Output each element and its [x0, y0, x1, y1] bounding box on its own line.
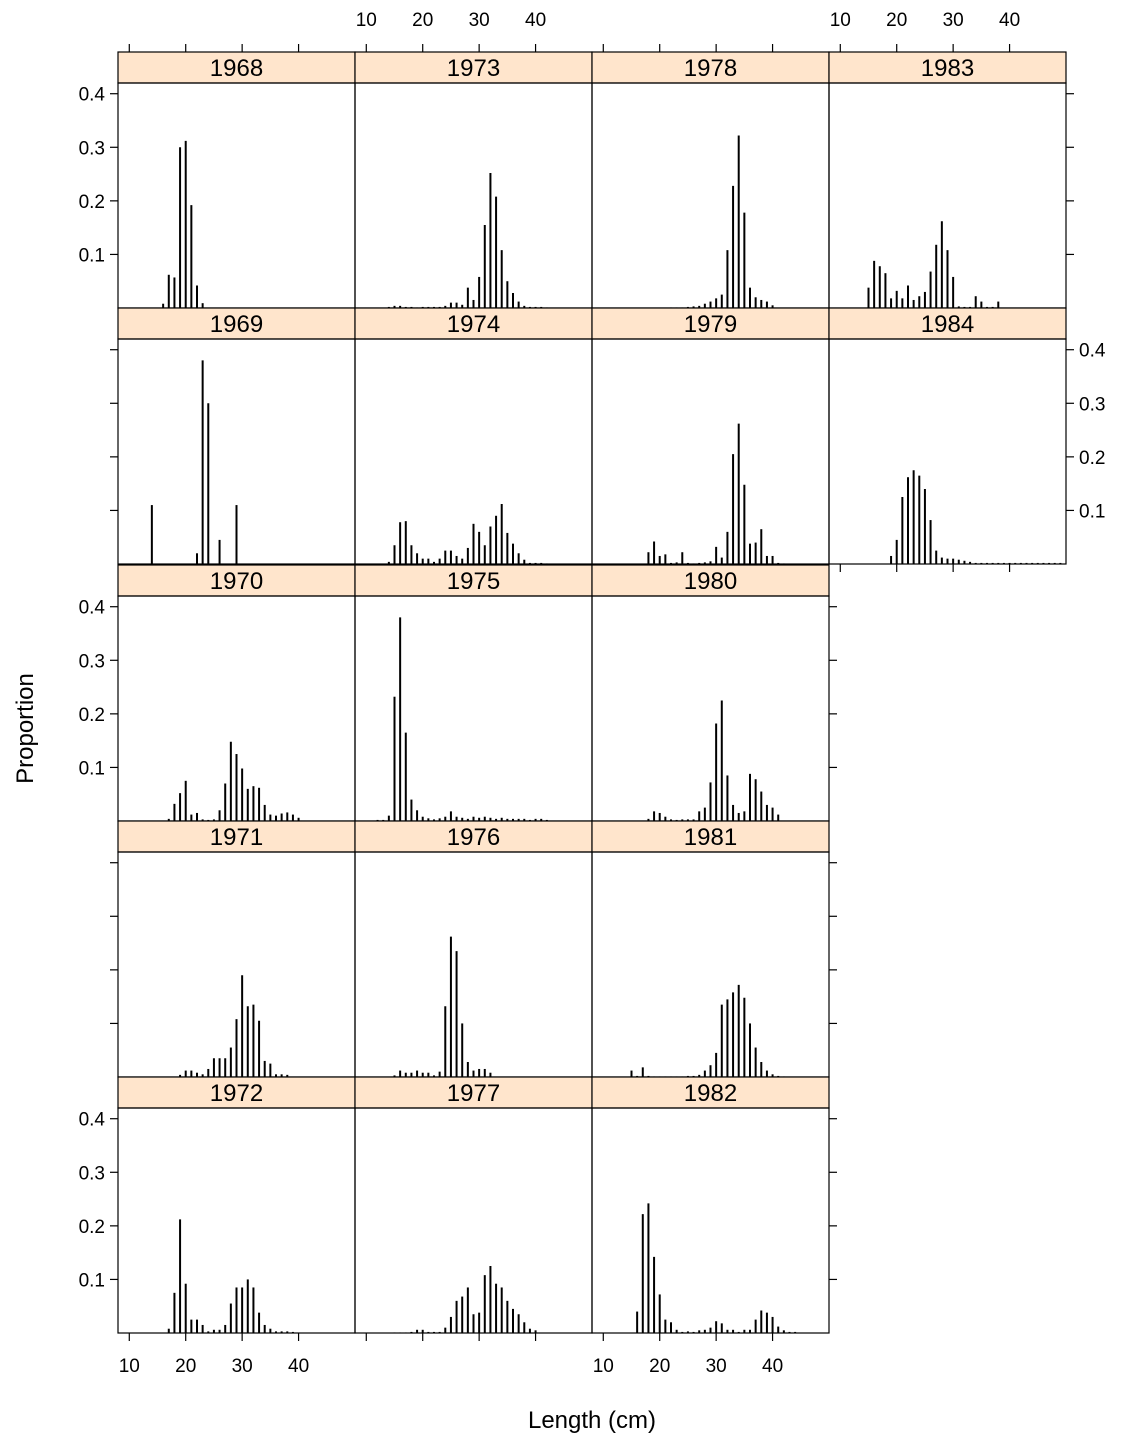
x-tick-label: 10 — [119, 1356, 140, 1377]
strip-label: 1978 — [684, 55, 737, 82]
y-tick-label: 0.1 — [79, 758, 105, 779]
strip-1978 — [591, 51, 830, 84]
strip-label: 1972 — [210, 1080, 263, 1107]
strip-label: 1984 — [921, 311, 974, 338]
panel-1971: 1971 — [117, 820, 356, 1078]
x-tick-label: 30 — [706, 1356, 727, 1377]
strip-label: 1970 — [210, 568, 263, 595]
panel-frame — [354, 1107, 593, 1334]
panel-1978: 1978 — [591, 51, 830, 309]
strip-label: 1979 — [684, 311, 737, 338]
x-tick-label: 30 — [469, 10, 490, 31]
x-tick-label: 20 — [175, 1356, 196, 1377]
y-tick-label: 0.4 — [79, 598, 106, 619]
strip-1979 — [591, 307, 830, 340]
x-tick-label: 20 — [412, 10, 433, 31]
panel-1981: 1981 — [591, 820, 830, 1078]
x-tick-label: 10 — [593, 1356, 614, 1377]
strip-label: 1973 — [447, 55, 500, 82]
panel-1976: 1976 — [354, 820, 593, 1078]
panel-frame — [354, 595, 593, 822]
x-tick-label: 10 — [830, 10, 851, 31]
x-tick-label: 20 — [886, 10, 907, 31]
y-tick-label: 0.2 — [79, 192, 105, 213]
panel-1974: 1974 — [354, 307, 593, 565]
panel-frame — [828, 338, 1067, 565]
strip-1980 — [591, 564, 830, 597]
y-tick-label: 0.4 — [1079, 341, 1106, 362]
panel-1980: 1980 — [591, 564, 830, 822]
panel-1979: 1979 — [591, 307, 830, 565]
panel-1983: 1983 — [828, 51, 1067, 309]
strip-1970 — [117, 564, 356, 597]
y-tick-label: 0.2 — [79, 1217, 105, 1238]
strip-1974 — [354, 307, 593, 340]
strip-label: 1968 — [210, 55, 263, 82]
y-tick-label: 0.1 — [1079, 501, 1105, 522]
panel-1984: 1984 — [828, 307, 1067, 565]
panel-1977: 1977 — [354, 1076, 593, 1334]
strip-label: 1977 — [447, 1080, 500, 1107]
y-tick-label: 0.2 — [1079, 448, 1105, 469]
strip-1973 — [354, 51, 593, 84]
x-tick-label: 20 — [649, 1356, 670, 1377]
strip-label: 1981 — [684, 824, 737, 851]
strip-1983 — [828, 51, 1067, 84]
panel-frame — [591, 338, 830, 565]
panel-frame — [117, 82, 356, 309]
panel-frame — [354, 82, 593, 309]
y-tick-label: 0.2 — [79, 705, 105, 726]
strip-label: 1980 — [684, 568, 737, 595]
y-tick-label: 0.4 — [79, 1110, 106, 1131]
strip-1982 — [591, 1076, 830, 1109]
strip-1984 — [828, 307, 1067, 340]
y-tick-label: 0.3 — [79, 1163, 105, 1184]
panel-1973: 1973 — [354, 51, 593, 309]
strip-label: 1976 — [447, 824, 500, 851]
panel-1972: 1972 — [117, 1076, 356, 1334]
strip-1968 — [117, 51, 356, 84]
y-tick-label: 0.3 — [79, 651, 105, 672]
x-axis-title: Length (cm) — [528, 1407, 656, 1434]
panel-1975: 1975 — [354, 564, 593, 822]
x-tick-label: 40 — [288, 1356, 309, 1377]
x-tick-label: 40 — [999, 10, 1020, 31]
panel-frame — [591, 1107, 830, 1334]
strip-1981 — [591, 820, 830, 853]
strip-label: 1971 — [210, 824, 263, 851]
x-tick-label: 40 — [525, 10, 546, 31]
strip-label: 1969 — [210, 311, 263, 338]
x-tick-label: 40 — [762, 1356, 783, 1377]
strip-1971 — [117, 820, 356, 853]
y-tick-label: 0.1 — [79, 1270, 105, 1291]
strip-label: 1974 — [447, 311, 500, 338]
strip-1977 — [354, 1076, 593, 1109]
panel-1970: 1970 — [117, 564, 356, 822]
x-tick-label: 10 — [356, 10, 377, 31]
y-axis-title: Proportion — [12, 673, 39, 784]
y-tick-label: 0.4 — [79, 85, 106, 106]
strip-label: 1975 — [447, 568, 500, 595]
x-tick-label: 30 — [943, 10, 964, 31]
y-tick-label: 0.3 — [1079, 394, 1105, 415]
panel-frame — [354, 851, 593, 1078]
panel-frame — [591, 82, 830, 309]
y-tick-label: 0.1 — [79, 245, 105, 266]
panel-1968: 1968 — [117, 51, 356, 309]
panel-1969: 1969 — [117, 307, 356, 565]
y-tick-label: 0.3 — [79, 138, 105, 159]
strip-label: 1983 — [921, 55, 974, 82]
strip-label: 1982 — [684, 1080, 737, 1107]
x-tick-label: 30 — [232, 1356, 253, 1377]
panel-1982: 1982 — [591, 1076, 830, 1334]
panel-frame — [591, 851, 830, 1078]
